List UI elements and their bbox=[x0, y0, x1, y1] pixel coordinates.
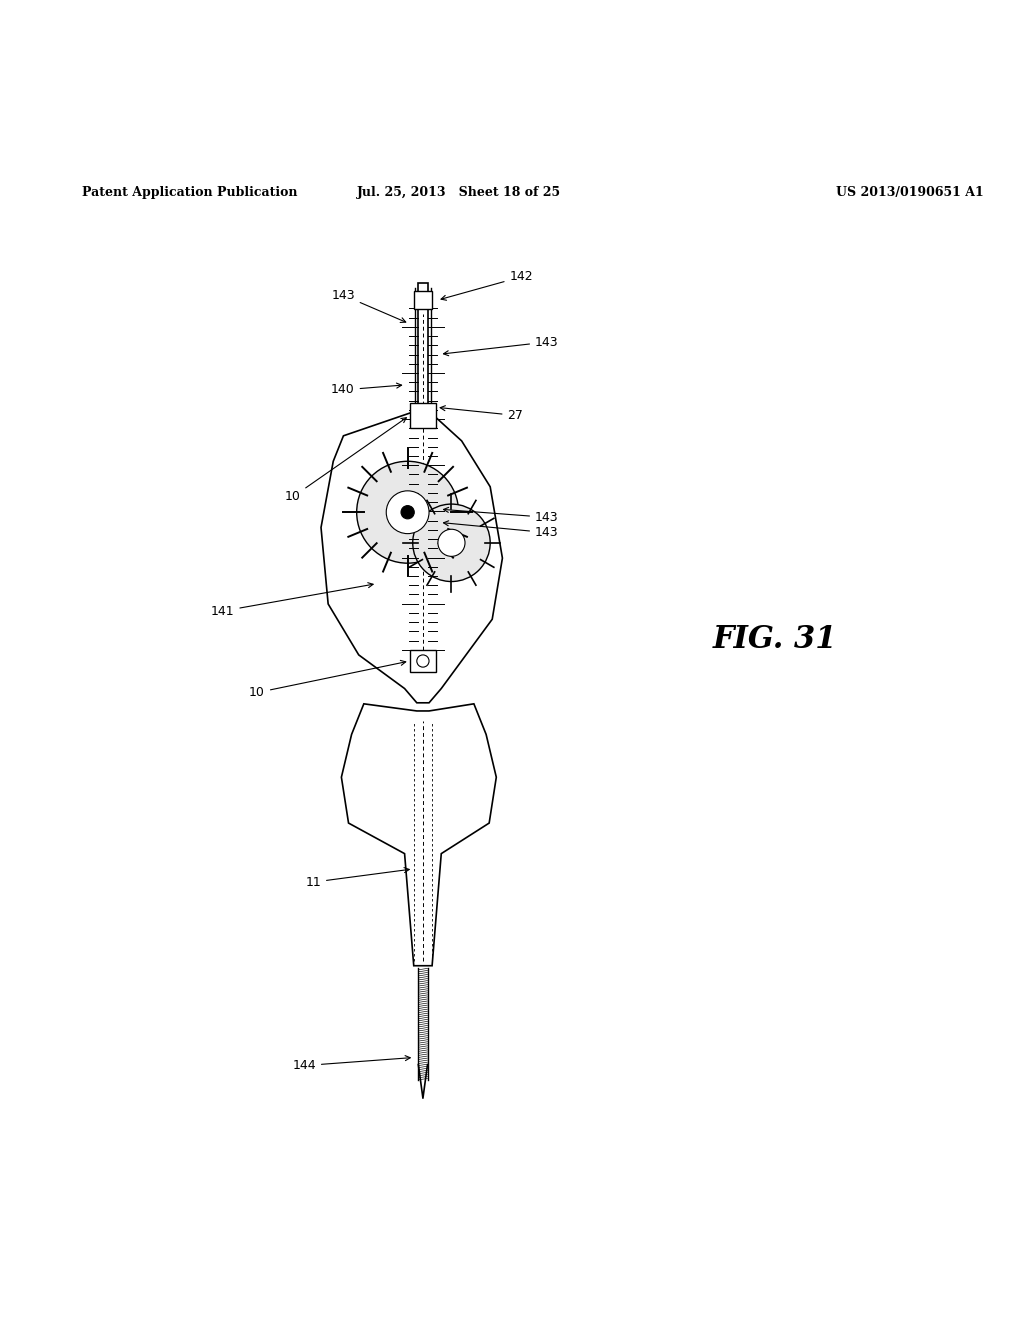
Text: 141: 141 bbox=[211, 582, 373, 618]
Text: 143: 143 bbox=[443, 521, 559, 539]
Text: 143: 143 bbox=[443, 335, 559, 355]
Text: 27: 27 bbox=[440, 405, 523, 422]
Text: 142: 142 bbox=[441, 271, 534, 300]
Circle shape bbox=[356, 461, 459, 564]
FancyBboxPatch shape bbox=[410, 649, 436, 672]
Text: 11: 11 bbox=[305, 867, 410, 888]
Text: 143: 143 bbox=[331, 289, 406, 322]
FancyBboxPatch shape bbox=[414, 292, 432, 309]
Text: Jul. 25, 2013   Sheet 18 of 25: Jul. 25, 2013 Sheet 18 of 25 bbox=[356, 186, 561, 199]
Text: 140: 140 bbox=[331, 383, 401, 396]
Circle shape bbox=[438, 529, 465, 556]
Text: 144: 144 bbox=[292, 1056, 411, 1072]
Circle shape bbox=[386, 491, 429, 533]
Polygon shape bbox=[321, 411, 503, 702]
Polygon shape bbox=[341, 704, 497, 966]
Text: US 2013/0190651 A1: US 2013/0190651 A1 bbox=[836, 186, 983, 199]
Text: 143: 143 bbox=[443, 507, 559, 524]
Circle shape bbox=[401, 506, 415, 519]
FancyBboxPatch shape bbox=[418, 282, 428, 660]
Circle shape bbox=[413, 504, 490, 582]
Text: Patent Application Publication: Patent Application Publication bbox=[82, 186, 297, 199]
Circle shape bbox=[417, 655, 429, 667]
Text: 10: 10 bbox=[249, 660, 406, 700]
FancyBboxPatch shape bbox=[410, 403, 436, 428]
Text: FIG. 31: FIG. 31 bbox=[713, 624, 837, 655]
Text: 10: 10 bbox=[285, 417, 407, 503]
